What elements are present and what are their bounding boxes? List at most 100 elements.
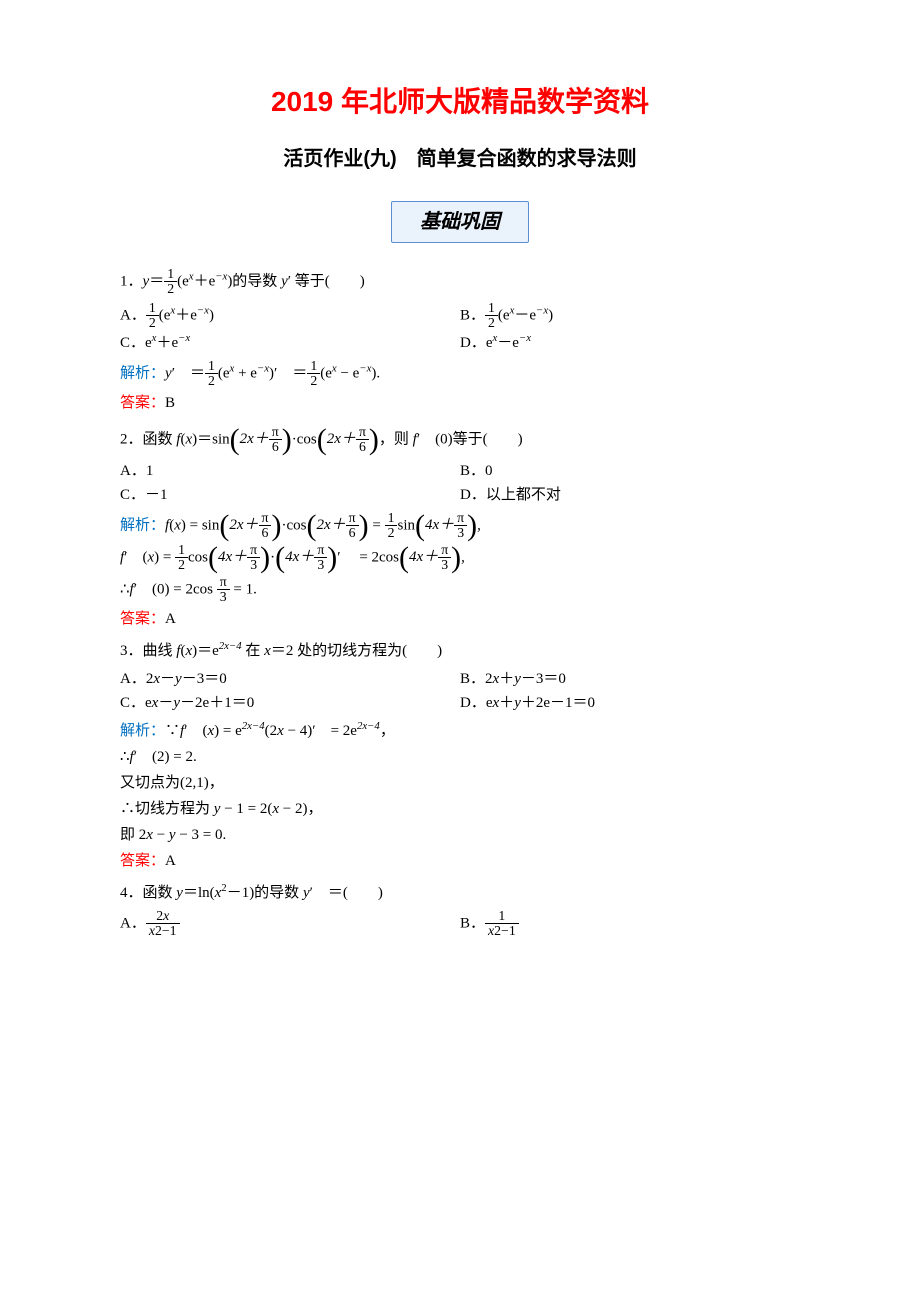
q3-sol-3: 又切点为(2,1)， bbox=[120, 771, 800, 795]
s3y2: y bbox=[169, 827, 176, 843]
q3-opt-D: D．ex＋y＋2e－1＝0 bbox=[460, 691, 800, 715]
optA-t3: ) bbox=[209, 307, 214, 323]
sol-f: − e bbox=[337, 365, 360, 381]
arg3: 2x＋π6 bbox=[229, 517, 271, 533]
s35: 即 2 bbox=[120, 827, 146, 843]
q1-opt-C: C．ex＋e−x bbox=[120, 331, 460, 355]
q2-cos: ·cos bbox=[292, 431, 317, 447]
q1-answer: 答案：B bbox=[120, 391, 800, 415]
s31f: ， bbox=[380, 723, 395, 739]
q2-then: ，则 bbox=[379, 431, 413, 447]
s3x2: x bbox=[277, 723, 284, 739]
rp3: ) bbox=[271, 509, 281, 542]
sol-g: ). bbox=[371, 365, 380, 381]
q2-ans: A bbox=[165, 611, 176, 627]
q2-sol-3: ∴f′ (0) = 2cos π3 = 1. bbox=[120, 575, 800, 605]
q3-x2: x bbox=[264, 643, 271, 659]
q4-tail: ′ ＝( ) bbox=[310, 885, 383, 901]
optC-emx: −x bbox=[178, 332, 190, 344]
frac-half-b: 12 bbox=[485, 301, 498, 331]
frac-half: 12 bbox=[164, 267, 177, 297]
arg2: 2x＋π6 bbox=[327, 431, 369, 447]
s31d: (2 bbox=[265, 723, 278, 739]
q3-answer: 答案：A bbox=[120, 849, 800, 873]
q1-opt-D: D．ex－e−x bbox=[460, 331, 800, 355]
frac-half-s1: 12 bbox=[205, 359, 218, 389]
s3a: ∴ bbox=[120, 581, 130, 597]
s3exp: 2x−4 bbox=[242, 720, 265, 732]
q3-at: 在 bbox=[242, 643, 265, 659]
s1x: x bbox=[174, 517, 181, 533]
optB-t1: (e bbox=[498, 307, 510, 323]
q3-e: )＝e bbox=[192, 643, 219, 659]
optA-label: A． bbox=[120, 307, 146, 323]
lp3: ( bbox=[219, 509, 229, 542]
sol-emx2: −x bbox=[359, 362, 371, 374]
s34: ∴切线方程为 bbox=[120, 801, 214, 817]
q2-opt-D: D．以上都不对 bbox=[460, 483, 800, 507]
sol-d: )′ ＝ bbox=[269, 365, 307, 381]
q4-m1: －1)的导数 bbox=[227, 885, 303, 901]
frac-half-a: 12 bbox=[146, 301, 159, 331]
lp8: ( bbox=[399, 541, 409, 574]
optC-label: C．e bbox=[120, 335, 152, 351]
lp5: ( bbox=[415, 509, 425, 542]
q2-opt-A: A．1 bbox=[120, 459, 460, 483]
optA-emx: −x bbox=[197, 304, 209, 316]
q2-sin: )＝sin bbox=[192, 431, 230, 447]
s3b: ′ (0) = 2cos bbox=[134, 581, 213, 597]
s32: ∴ bbox=[120, 749, 130, 765]
lp6: ( bbox=[208, 541, 218, 574]
question-1: 1．y＝12(ex＋e−x)的导数 y′ 等于( ) bbox=[120, 267, 800, 297]
jiexi3: 解析： bbox=[120, 723, 165, 739]
q2-answer: 答案：A bbox=[120, 607, 800, 631]
s2e: ′ = 2cos bbox=[337, 549, 399, 565]
s1d: = bbox=[369, 517, 385, 533]
optC-t1: ＋e bbox=[156, 335, 178, 351]
q2-opt-B: B．0 bbox=[460, 459, 800, 483]
q4-y: y bbox=[176, 885, 183, 901]
q3-opt-C: C．ex－y－2e＋1＝0 bbox=[120, 691, 460, 715]
arg6: 4x＋π3 bbox=[218, 549, 260, 565]
rp1: ) bbox=[282, 423, 292, 456]
q4B: B． bbox=[460, 915, 485, 931]
q2-tail: ′ (0)等于( ) bbox=[417, 431, 523, 447]
question-4: 4．函数 y＝ln(x2－1)的导数 y′ ＝( ) bbox=[120, 881, 800, 905]
q3-sol-4: ∴切线方程为 y − 1 = 2(x − 2)， bbox=[120, 797, 800, 821]
q4-options: A．2xx2−1 B．1x2−1 bbox=[120, 909, 800, 939]
optD-label: D．e bbox=[460, 335, 493, 351]
section-banner: 基础巩固 bbox=[120, 201, 800, 243]
q1-s4: )的导数 bbox=[227, 273, 281, 289]
jiexi2: 解析： bbox=[120, 517, 165, 533]
frac-pi3: π3 bbox=[217, 575, 230, 605]
rp6: ) bbox=[260, 541, 270, 574]
exp-mx: −x bbox=[215, 270, 227, 282]
optD-emx: −x bbox=[519, 332, 531, 344]
rp2: ) bbox=[369, 423, 379, 456]
s31: ∵ bbox=[165, 723, 180, 739]
frac-half-q2b: 12 bbox=[175, 543, 188, 573]
s31e: − 4)′ = 2e bbox=[284, 723, 357, 739]
q3-ans: A bbox=[165, 853, 176, 869]
sol-e: (e bbox=[320, 365, 332, 381]
q1-opt-A: A．12(ex＋e−x) bbox=[120, 301, 460, 331]
sol-emx1: −x bbox=[257, 362, 269, 374]
frac-1x: 1x2−1 bbox=[485, 909, 519, 939]
q3-exp: 2x−4 bbox=[219, 640, 242, 652]
daan-label: 答案： bbox=[120, 395, 165, 411]
s3x4: x bbox=[146, 827, 153, 843]
q4A: A． bbox=[120, 915, 146, 931]
s34b: − 1 = 2( bbox=[220, 801, 272, 817]
q2-opt-C: C．－1 bbox=[120, 483, 460, 507]
q4-opt-A: A．2xx2−1 bbox=[120, 909, 460, 939]
rp7: ) bbox=[327, 541, 337, 574]
sub-title: 活页作业(九) 简单复合函数的求导法则 bbox=[120, 143, 800, 175]
banner-text: 基础巩固 bbox=[391, 201, 529, 243]
lp7: ( bbox=[275, 541, 285, 574]
q3-tail: ＝2 处的切线方程为( ) bbox=[271, 643, 442, 659]
arg8: 4x＋π3 bbox=[409, 549, 451, 565]
s1c: ·cos bbox=[281, 517, 306, 533]
q1-opt-B: B．12(ex－e−x) bbox=[460, 301, 800, 331]
q4-y2: y bbox=[303, 885, 310, 901]
q1-s3: ＋e bbox=[194, 273, 216, 289]
